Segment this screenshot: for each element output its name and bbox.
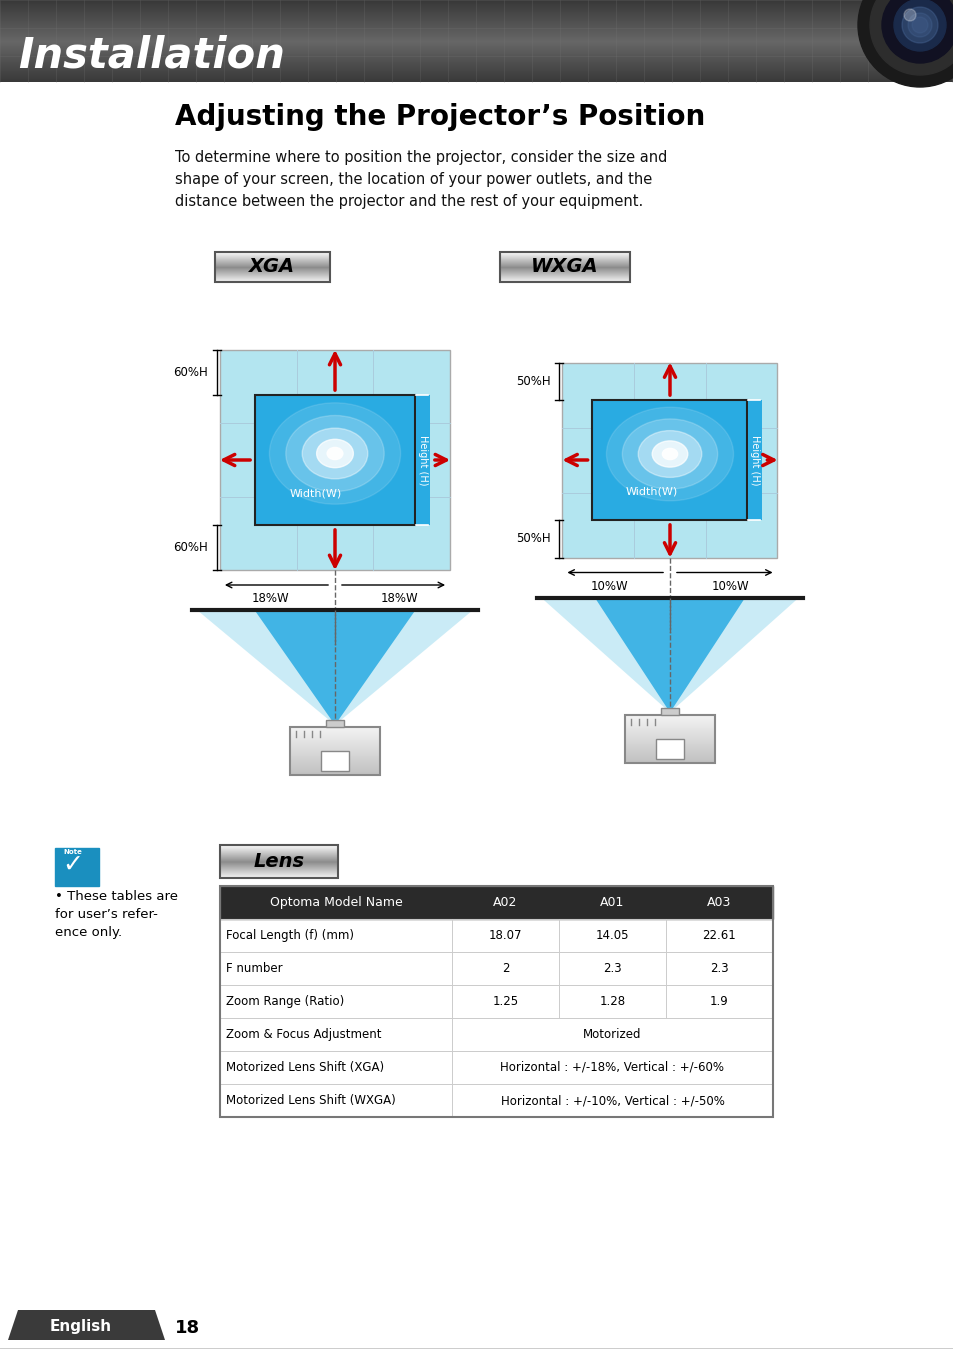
- Circle shape: [893, 0, 945, 51]
- Text: XGA: XGA: [249, 257, 295, 276]
- Ellipse shape: [606, 408, 733, 501]
- Text: 60%H: 60%H: [173, 542, 208, 554]
- Bar: [55, 848, 99, 886]
- Text: Motorized Lens Shift (WXGA): Motorized Lens Shift (WXGA): [226, 1094, 395, 1108]
- Circle shape: [911, 18, 927, 32]
- Bar: [220, 952, 772, 984]
- Text: 18%W: 18%W: [252, 593, 289, 605]
- Text: Optoma Model Name: Optoma Model Name: [270, 896, 402, 909]
- Text: 50%H: 50%H: [516, 375, 550, 387]
- Ellipse shape: [286, 416, 384, 492]
- Text: Horizontal : +/-10%, Vertical : +/-50%: Horizontal : +/-10%, Vertical : +/-50%: [500, 1094, 723, 1108]
- Ellipse shape: [661, 448, 677, 459]
- Text: Note: Note: [63, 849, 82, 854]
- Bar: [326, 720, 344, 727]
- Text: A03: A03: [706, 896, 731, 909]
- Text: Focal Length (f) (mm): Focal Length (f) (mm): [226, 929, 354, 942]
- Text: Lens: Lens: [253, 852, 304, 871]
- Bar: [220, 349, 450, 570]
- Ellipse shape: [302, 428, 368, 479]
- Bar: [220, 886, 772, 919]
- Text: 2.3: 2.3: [602, 961, 621, 975]
- Text: WXGA: WXGA: [531, 257, 598, 276]
- Text: Width(W): Width(W): [624, 486, 677, 496]
- Circle shape: [857, 0, 953, 87]
- Circle shape: [901, 7, 937, 43]
- Text: Zoom Range (Ratio): Zoom Range (Ratio): [226, 995, 344, 1007]
- Bar: [416, 395, 430, 525]
- Circle shape: [882, 0, 953, 64]
- Ellipse shape: [269, 402, 400, 504]
- Bar: [592, 399, 747, 520]
- Text: 2: 2: [501, 961, 509, 975]
- Text: Height (H): Height (H): [417, 435, 428, 485]
- Ellipse shape: [638, 431, 701, 478]
- Text: 1.28: 1.28: [598, 995, 625, 1007]
- Circle shape: [903, 9, 915, 22]
- Bar: [220, 1018, 772, 1051]
- Text: 14.05: 14.05: [595, 929, 629, 942]
- Text: 1.25: 1.25: [492, 995, 518, 1007]
- Text: 1.9: 1.9: [709, 995, 728, 1007]
- Polygon shape: [8, 1311, 165, 1340]
- Bar: [220, 919, 772, 952]
- Circle shape: [907, 14, 931, 37]
- Polygon shape: [540, 597, 799, 712]
- Text: 2.3: 2.3: [709, 961, 728, 975]
- Polygon shape: [254, 611, 416, 724]
- Text: 50%H: 50%H: [516, 532, 550, 546]
- Bar: [320, 751, 349, 770]
- Bar: [656, 738, 683, 758]
- Text: ✓: ✓: [62, 853, 83, 877]
- Text: 60%H: 60%H: [173, 366, 208, 379]
- Text: A02: A02: [493, 896, 517, 909]
- Text: Horizontal : +/-18%, Vertical : +/-60%: Horizontal : +/-18%, Vertical : +/-60%: [500, 1062, 723, 1074]
- Ellipse shape: [316, 439, 353, 467]
- Text: Adjusting the Projector’s Position: Adjusting the Projector’s Position: [174, 103, 704, 131]
- Bar: [748, 399, 761, 520]
- Bar: [499, 252, 629, 282]
- Text: 10%W: 10%W: [590, 580, 628, 593]
- Text: • These tables are: • These tables are: [55, 890, 178, 903]
- Text: 10%W: 10%W: [711, 580, 748, 593]
- Text: Installation: Installation: [18, 35, 285, 77]
- Bar: [254, 395, 415, 525]
- Text: F number: F number: [226, 961, 282, 975]
- Text: 18.07: 18.07: [488, 929, 521, 942]
- Text: 18: 18: [174, 1319, 200, 1336]
- Bar: [220, 845, 337, 877]
- Ellipse shape: [327, 447, 342, 459]
- Bar: [290, 727, 379, 774]
- Bar: [660, 708, 679, 715]
- Text: Width(W): Width(W): [290, 489, 341, 498]
- Ellipse shape: [652, 441, 687, 467]
- Text: A01: A01: [599, 896, 624, 909]
- Text: 18%W: 18%W: [380, 593, 417, 605]
- Polygon shape: [196, 611, 473, 724]
- Bar: [220, 1051, 772, 1085]
- Bar: [624, 715, 714, 762]
- Bar: [220, 886, 772, 1117]
- Text: 22.61: 22.61: [702, 929, 736, 942]
- Bar: [562, 363, 777, 558]
- Text: distance between the projector and the rest of your equipment.: distance between the projector and the r…: [174, 194, 642, 209]
- Text: Motorized: Motorized: [582, 1028, 641, 1041]
- Bar: [214, 252, 330, 282]
- Ellipse shape: [621, 418, 717, 489]
- Text: English: English: [50, 1319, 112, 1334]
- Text: ence only.: ence only.: [55, 926, 122, 940]
- Text: shape of your screen, the location of your power outlets, and the: shape of your screen, the location of yo…: [174, 172, 652, 187]
- Bar: [220, 984, 772, 1018]
- Text: Height (H): Height (H): [750, 435, 760, 485]
- Circle shape: [869, 0, 953, 74]
- Text: for user’s refer-: for user’s refer-: [55, 909, 157, 921]
- Polygon shape: [594, 597, 744, 712]
- Text: Motorized Lens Shift (XGA): Motorized Lens Shift (XGA): [226, 1062, 384, 1074]
- Text: To determine where to position the projector, consider the size and: To determine where to position the proje…: [174, 150, 667, 165]
- Bar: [220, 1085, 772, 1117]
- Text: Zoom & Focus Adjustment: Zoom & Focus Adjustment: [226, 1028, 381, 1041]
